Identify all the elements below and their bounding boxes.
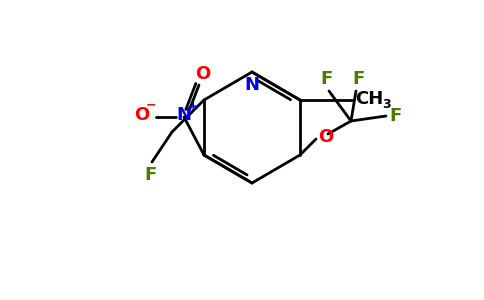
Text: 3: 3 <box>382 98 391 110</box>
Text: O: O <box>196 65 211 83</box>
Text: CH: CH <box>355 90 383 108</box>
Text: F: F <box>389 107 401 125</box>
Text: F: F <box>352 70 364 88</box>
Text: O: O <box>135 106 150 124</box>
Text: F: F <box>321 70 333 88</box>
Text: N: N <box>244 76 259 94</box>
Text: F: F <box>144 166 156 184</box>
Text: N: N <box>177 106 192 124</box>
Text: +: + <box>188 100 198 113</box>
Text: −: − <box>146 98 156 112</box>
Text: O: O <box>318 128 333 146</box>
